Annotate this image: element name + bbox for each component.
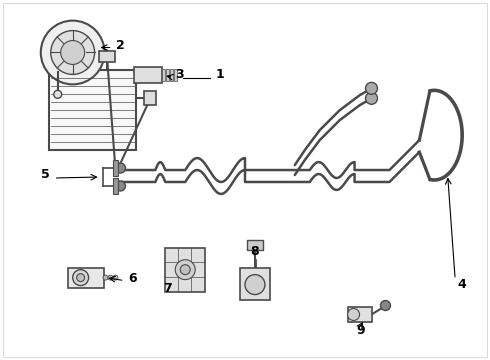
Bar [98, 50, 115, 62]
Text: 8: 8 [251, 245, 259, 258]
Circle shape [180, 265, 190, 275]
Circle shape [366, 82, 377, 94]
Text: 9: 9 [357, 324, 365, 337]
Bar [61, 50, 76, 62]
Circle shape [347, 309, 360, 320]
Bar [145, 91, 156, 105]
Text: 2: 2 [116, 39, 124, 51]
Bar [113, 160, 119, 176]
Bar [134, 67, 162, 84]
Text: 4: 4 [457, 278, 466, 291]
Circle shape [51, 31, 95, 75]
Circle shape [366, 92, 377, 104]
Circle shape [61, 41, 85, 64]
Bar [113, 178, 119, 194]
Circle shape [54, 90, 62, 98]
Bar [49, 71, 136, 150]
Circle shape [116, 181, 125, 191]
Circle shape [380, 301, 391, 310]
Circle shape [116, 163, 125, 173]
Circle shape [103, 275, 108, 280]
Bar [240, 268, 270, 300]
Text: 1: 1 [215, 68, 224, 81]
Circle shape [41, 21, 104, 84]
Bar [166, 69, 169, 81]
Text: 7: 7 [163, 282, 172, 294]
Bar [247, 240, 263, 250]
Bar [165, 248, 205, 292]
Bar [347, 306, 371, 323]
Circle shape [113, 275, 118, 280]
Circle shape [108, 275, 113, 280]
Bar [68, 268, 103, 288]
Bar [171, 69, 173, 81]
Circle shape [73, 270, 89, 285]
Text: 5: 5 [41, 168, 49, 181]
Bar [174, 69, 177, 81]
Text: 3: 3 [175, 68, 184, 81]
Circle shape [175, 260, 195, 280]
Bar [162, 69, 165, 81]
Circle shape [245, 275, 265, 294]
Circle shape [76, 274, 85, 282]
Text: 6: 6 [128, 271, 137, 285]
